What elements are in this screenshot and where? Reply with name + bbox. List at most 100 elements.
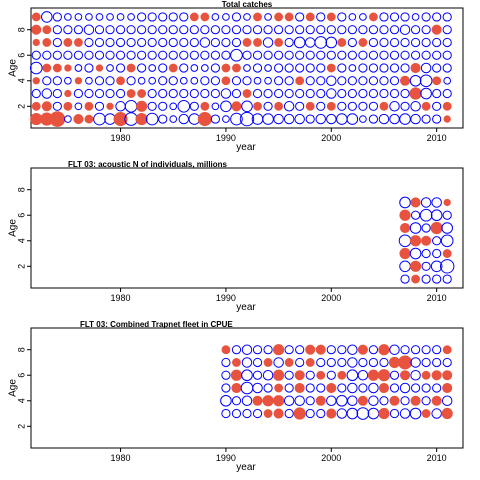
bubble-positive — [421, 357, 431, 368]
x-tick-label: 2010 — [427, 293, 447, 303]
bubble-positive — [440, 234, 454, 248]
bubble-positive — [421, 223, 431, 233]
bubble-negative — [74, 77, 83, 85]
bubble-positive — [400, 345, 410, 355]
bubble-positive — [368, 395, 379, 407]
bubble-positive — [400, 101, 410, 111]
bubble-positive — [389, 76, 400, 86]
bubble-positive — [442, 25, 452, 35]
bubble-positive — [52, 25, 62, 35]
bubble-positive — [52, 50, 62, 60]
bubble-positive — [295, 88, 305, 99]
bubble-positive — [410, 25, 421, 35]
bubble-positive — [442, 12, 452, 22]
bubble-positive — [336, 394, 348, 407]
bubble-positive — [295, 63, 305, 73]
bubble-positive — [326, 113, 337, 125]
bubble-positive — [399, 260, 411, 273]
bubble-positive — [179, 88, 189, 99]
bubble-positive — [337, 357, 347, 368]
bubble-positive — [200, 76, 210, 86]
bubble-positive — [421, 274, 431, 284]
y-tick-label: 6 — [16, 373, 26, 378]
bubble-positive — [126, 76, 136, 86]
bubble-positive — [432, 50, 442, 60]
bubble-positive — [410, 210, 421, 220]
bubble-positive — [74, 64, 83, 72]
bubble-positive — [179, 37, 189, 48]
bubble-positive — [147, 12, 157, 22]
bubble-negative — [399, 247, 411, 260]
bubble-negative — [421, 370, 431, 380]
bubble-positive — [400, 88, 410, 99]
x-tick-label: 2010 — [427, 133, 447, 143]
bubble-positive — [115, 101, 126, 112]
bubble-negative — [378, 344, 390, 356]
bubble-positive — [347, 88, 357, 99]
bubble-positive — [147, 37, 157, 48]
bubble-positive — [115, 50, 126, 60]
bubble-positive — [400, 37, 410, 48]
bubble-negative — [400, 75, 411, 86]
bubble-positive — [158, 25, 168, 35]
bubble-negative — [31, 24, 42, 35]
bubble-positive — [264, 13, 272, 21]
bubble-positive — [220, 88, 232, 99]
bubble-positive — [347, 395, 358, 407]
bubble-positive — [148, 64, 157, 72]
bubble-positive — [273, 88, 284, 99]
bubble-positive — [222, 13, 230, 21]
bubble-negative — [431, 370, 442, 381]
bubble-positive — [147, 25, 157, 35]
x-tick-label: 1980 — [111, 453, 131, 463]
bubble-negative — [389, 395, 400, 406]
bubble-positive — [231, 25, 242, 35]
bubble-positive — [63, 25, 73, 35]
bubble-positive — [263, 383, 273, 393]
bubble-negative — [378, 407, 390, 420]
bubble-positive — [432, 101, 442, 111]
bubble-positive — [432, 88, 442, 99]
bubble-positive — [231, 12, 242, 22]
bubble-positive — [316, 408, 326, 419]
bubble-positive — [221, 370, 231, 380]
bubble-positive — [137, 63, 147, 73]
bubble-positive — [199, 37, 211, 48]
bubble-positive — [284, 88, 294, 99]
bubble-positive — [358, 383, 368, 393]
bubble-positive — [239, 111, 255, 127]
bubble-negative — [294, 370, 305, 381]
bubble-positive — [325, 36, 338, 49]
bubble-positive — [379, 357, 389, 368]
bubble-positive — [410, 369, 421, 381]
panel-title: Total catches — [222, 0, 273, 9]
bubble-positive — [419, 208, 433, 222]
y-tick-label: 2 — [16, 104, 26, 109]
bubble-positive — [400, 274, 410, 284]
bubble-positive — [400, 63, 410, 73]
bubble-negative — [315, 395, 326, 406]
bubble-negative — [200, 12, 210, 22]
bubble-positive — [93, 112, 106, 126]
bubble-negative — [409, 235, 422, 247]
bubble-positive — [284, 25, 294, 35]
bubble-positive — [409, 74, 422, 87]
bubble-positive — [410, 345, 421, 355]
bubble-positive — [94, 101, 105, 111]
bubble-negative — [421, 235, 432, 246]
bubble-positive — [432, 248, 442, 259]
bubble-positive — [421, 396, 431, 406]
bubble-negative — [64, 89, 72, 98]
bubble-positive — [284, 345, 294, 355]
bubble-negative — [232, 63, 241, 73]
bubble-negative — [63, 101, 73, 111]
bubble-positive — [231, 408, 242, 419]
bubble-positive — [210, 76, 221, 86]
x-tick-label: 2000 — [321, 293, 341, 303]
panel-title: FLT 03: Combined Trapnet fleet in CPUE — [80, 320, 233, 329]
bubble-positive — [52, 76, 62, 86]
bubble-negative — [263, 358, 273, 367]
plot-frame — [30, 7, 464, 129]
bubble-positive — [368, 345, 379, 355]
bubble-positive — [358, 76, 368, 86]
